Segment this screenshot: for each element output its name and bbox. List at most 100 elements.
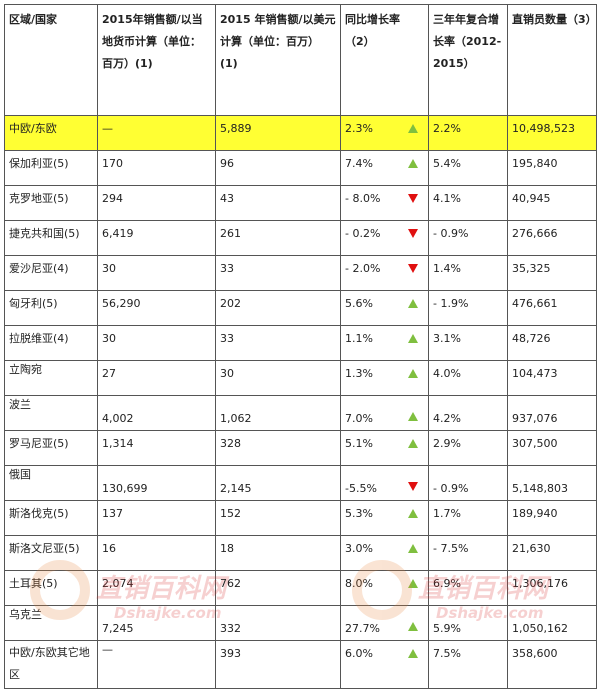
cell-local-sales: 30 bbox=[97, 325, 216, 361]
cell-usd-sales: 152 bbox=[215, 500, 341, 536]
up-arrow-icon bbox=[408, 622, 418, 631]
yoy-value: 3.0% bbox=[345, 542, 373, 555]
table-row: 斯洛文尼亚(5) 16 18 3.0% - 7.5% 21,630 bbox=[4, 535, 597, 571]
cell-yoy: 2.3% bbox=[340, 115, 429, 151]
cell-cagr: 1.4% bbox=[428, 255, 508, 291]
header-sellers: 直销员数量（3） bbox=[507, 4, 597, 116]
cell-cagr: - 7.5% bbox=[428, 535, 508, 571]
up-arrow-icon bbox=[408, 124, 418, 133]
cell-local-sales: 56,290 bbox=[97, 290, 216, 326]
cell-local-sales: — bbox=[97, 115, 216, 151]
header-usd-sales: 2015 年销售额/以美元计算（单位：百万）(1) bbox=[215, 4, 341, 116]
up-arrow-icon bbox=[408, 439, 418, 448]
cell-sellers: 189,940 bbox=[507, 500, 597, 536]
cell-region: 匈牙利(5) bbox=[4, 290, 98, 326]
cell-sellers: 937,076 bbox=[507, 395, 597, 431]
cell-local-sales: 2,074 bbox=[97, 570, 216, 606]
cell-region: 立陶宛 bbox=[4, 360, 98, 396]
cell-usd-sales: 332 bbox=[215, 605, 341, 641]
cell-region: 罗马尼亚(5) bbox=[4, 430, 98, 466]
table-row: 罗马尼亚(5) 1,314 328 5.1% 2.9% 307,500 bbox=[4, 430, 597, 466]
cell-cagr: - 1.9% bbox=[428, 290, 508, 326]
cell-cagr: - 0.9% bbox=[428, 465, 508, 501]
cell-local-sales: 1,314 bbox=[97, 430, 216, 466]
table-row: 匈牙利(5) 56,290 202 5.6% - 1.9% 476,661 bbox=[4, 290, 597, 326]
cell-usd-sales: 202 bbox=[215, 290, 341, 326]
table-row: 中欧/东欧其它地区 — 393 6.0% 7.5% 358,600 bbox=[4, 640, 597, 689]
cell-sellers: 1,050,162 bbox=[507, 605, 597, 641]
cell-cagr: 2.9% bbox=[428, 430, 508, 466]
table-row: 保加利亚(5) 170 96 7.4% 5.4% 195,840 bbox=[4, 150, 597, 186]
table-row: 捷克共和国(5) 6,419 261 - 0.2% - 0.9% 276,666 bbox=[4, 220, 597, 256]
yoy-value: 7.0% bbox=[345, 412, 373, 425]
yoy-value: 8.0% bbox=[345, 577, 373, 590]
yoy-value: - 2.0% bbox=[345, 262, 381, 275]
down-arrow-icon bbox=[408, 482, 418, 491]
cell-sellers: 10,498,523 bbox=[507, 115, 597, 151]
yoy-value: -5.5% bbox=[345, 482, 377, 495]
cell-region: 斯洛伐克(5) bbox=[4, 500, 98, 536]
cell-cagr: 5.4% bbox=[428, 150, 508, 186]
yoy-value: 5.1% bbox=[345, 437, 373, 450]
table-row: 克罗地亚(5) 294 43 - 8.0% 4.1% 40,945 bbox=[4, 185, 597, 221]
down-arrow-icon bbox=[408, 194, 418, 203]
cell-yoy: 3.0% bbox=[340, 535, 429, 571]
cell-sellers: 21,630 bbox=[507, 535, 597, 571]
yoy-value: 6.0% bbox=[345, 647, 373, 660]
cell-yoy: 27.7% bbox=[340, 605, 429, 641]
table-row: 立陶宛 27 30 1.3% 4.0% 104,473 bbox=[4, 360, 597, 396]
table-row: 乌克兰 7,245 332 27.7% 5.9% 1,050,162 bbox=[4, 605, 597, 641]
cell-yoy: - 0.2% bbox=[340, 220, 429, 256]
up-arrow-icon bbox=[408, 544, 418, 553]
cell-cagr: 4.2% bbox=[428, 395, 508, 431]
cell-region: 中欧/东欧其它地区 bbox=[4, 640, 98, 689]
yoy-value: 27.7% bbox=[345, 622, 380, 635]
cell-usd-sales: 762 bbox=[215, 570, 341, 606]
cell-usd-sales: 33 bbox=[215, 255, 341, 291]
cell-region: 斯洛文尼亚(5) bbox=[4, 535, 98, 571]
up-arrow-icon bbox=[408, 369, 418, 378]
cell-yoy: 1.1% bbox=[340, 325, 429, 361]
cell-yoy: -5.5% bbox=[340, 465, 429, 501]
cell-yoy: 7.4% bbox=[340, 150, 429, 186]
cell-cagr: 4.1% bbox=[428, 185, 508, 221]
cell-yoy: 5.6% bbox=[340, 290, 429, 326]
cell-local-sales: 7,245 bbox=[97, 605, 216, 641]
down-arrow-icon bbox=[408, 264, 418, 273]
yoy-value: 7.4% bbox=[345, 157, 373, 170]
table-row: 俄国 130,699 2,145 -5.5% - 0.9% 5,148,803 bbox=[4, 465, 597, 501]
cell-region: 乌克兰 bbox=[4, 605, 98, 641]
cell-usd-sales: 1,062 bbox=[215, 395, 341, 431]
table-row: 土耳其(5) 2,074 762 8.0% 6.9% 1,306,176 bbox=[4, 570, 597, 606]
cell-cagr: 3.1% bbox=[428, 325, 508, 361]
cell-sellers: 358,600 bbox=[507, 640, 597, 689]
cell-yoy: 8.0% bbox=[340, 570, 429, 606]
up-arrow-icon bbox=[408, 299, 418, 308]
cell-region: 拉脱维亚(4) bbox=[4, 325, 98, 361]
cell-cagr: 7.5% bbox=[428, 640, 508, 689]
cell-region: 土耳其(5) bbox=[4, 570, 98, 606]
cell-sellers: 307,500 bbox=[507, 430, 597, 466]
table-row: 爱沙尼亚(4) 30 33 - 2.0% 1.4% 35,325 bbox=[4, 255, 597, 291]
cell-yoy: 1.3% bbox=[340, 360, 429, 396]
up-arrow-icon bbox=[408, 649, 418, 658]
header-row: 区域/国家 2015年销售额/以当地货币计算（单位：百万）(1) 2015 年销… bbox=[4, 4, 597, 116]
table-row: 拉脱维亚(4) 30 33 1.1% 3.1% 48,726 bbox=[4, 325, 597, 361]
cell-local-sales: 6,419 bbox=[97, 220, 216, 256]
cell-yoy: 7.0% bbox=[340, 395, 429, 431]
cell-region: 保加利亚(5) bbox=[4, 150, 98, 186]
cell-yoy: 6.0% bbox=[340, 640, 429, 689]
cell-sellers: 276,666 bbox=[507, 220, 597, 256]
cell-usd-sales: 5,889 bbox=[215, 115, 341, 151]
cell-cagr: 6.9% bbox=[428, 570, 508, 606]
cell-cagr: 1.7% bbox=[428, 500, 508, 536]
yoy-value: 5.3% bbox=[345, 507, 373, 520]
yoy-value: - 0.2% bbox=[345, 227, 381, 240]
up-arrow-icon bbox=[408, 509, 418, 518]
cell-region: 俄国 bbox=[4, 465, 98, 501]
cell-usd-sales: 2,145 bbox=[215, 465, 341, 501]
cell-region: 波兰 bbox=[4, 395, 98, 431]
header-yoy: 同比增长率（2） bbox=[340, 4, 429, 116]
cell-local-sales: — bbox=[97, 640, 216, 689]
cell-sellers: 35,325 bbox=[507, 255, 597, 291]
